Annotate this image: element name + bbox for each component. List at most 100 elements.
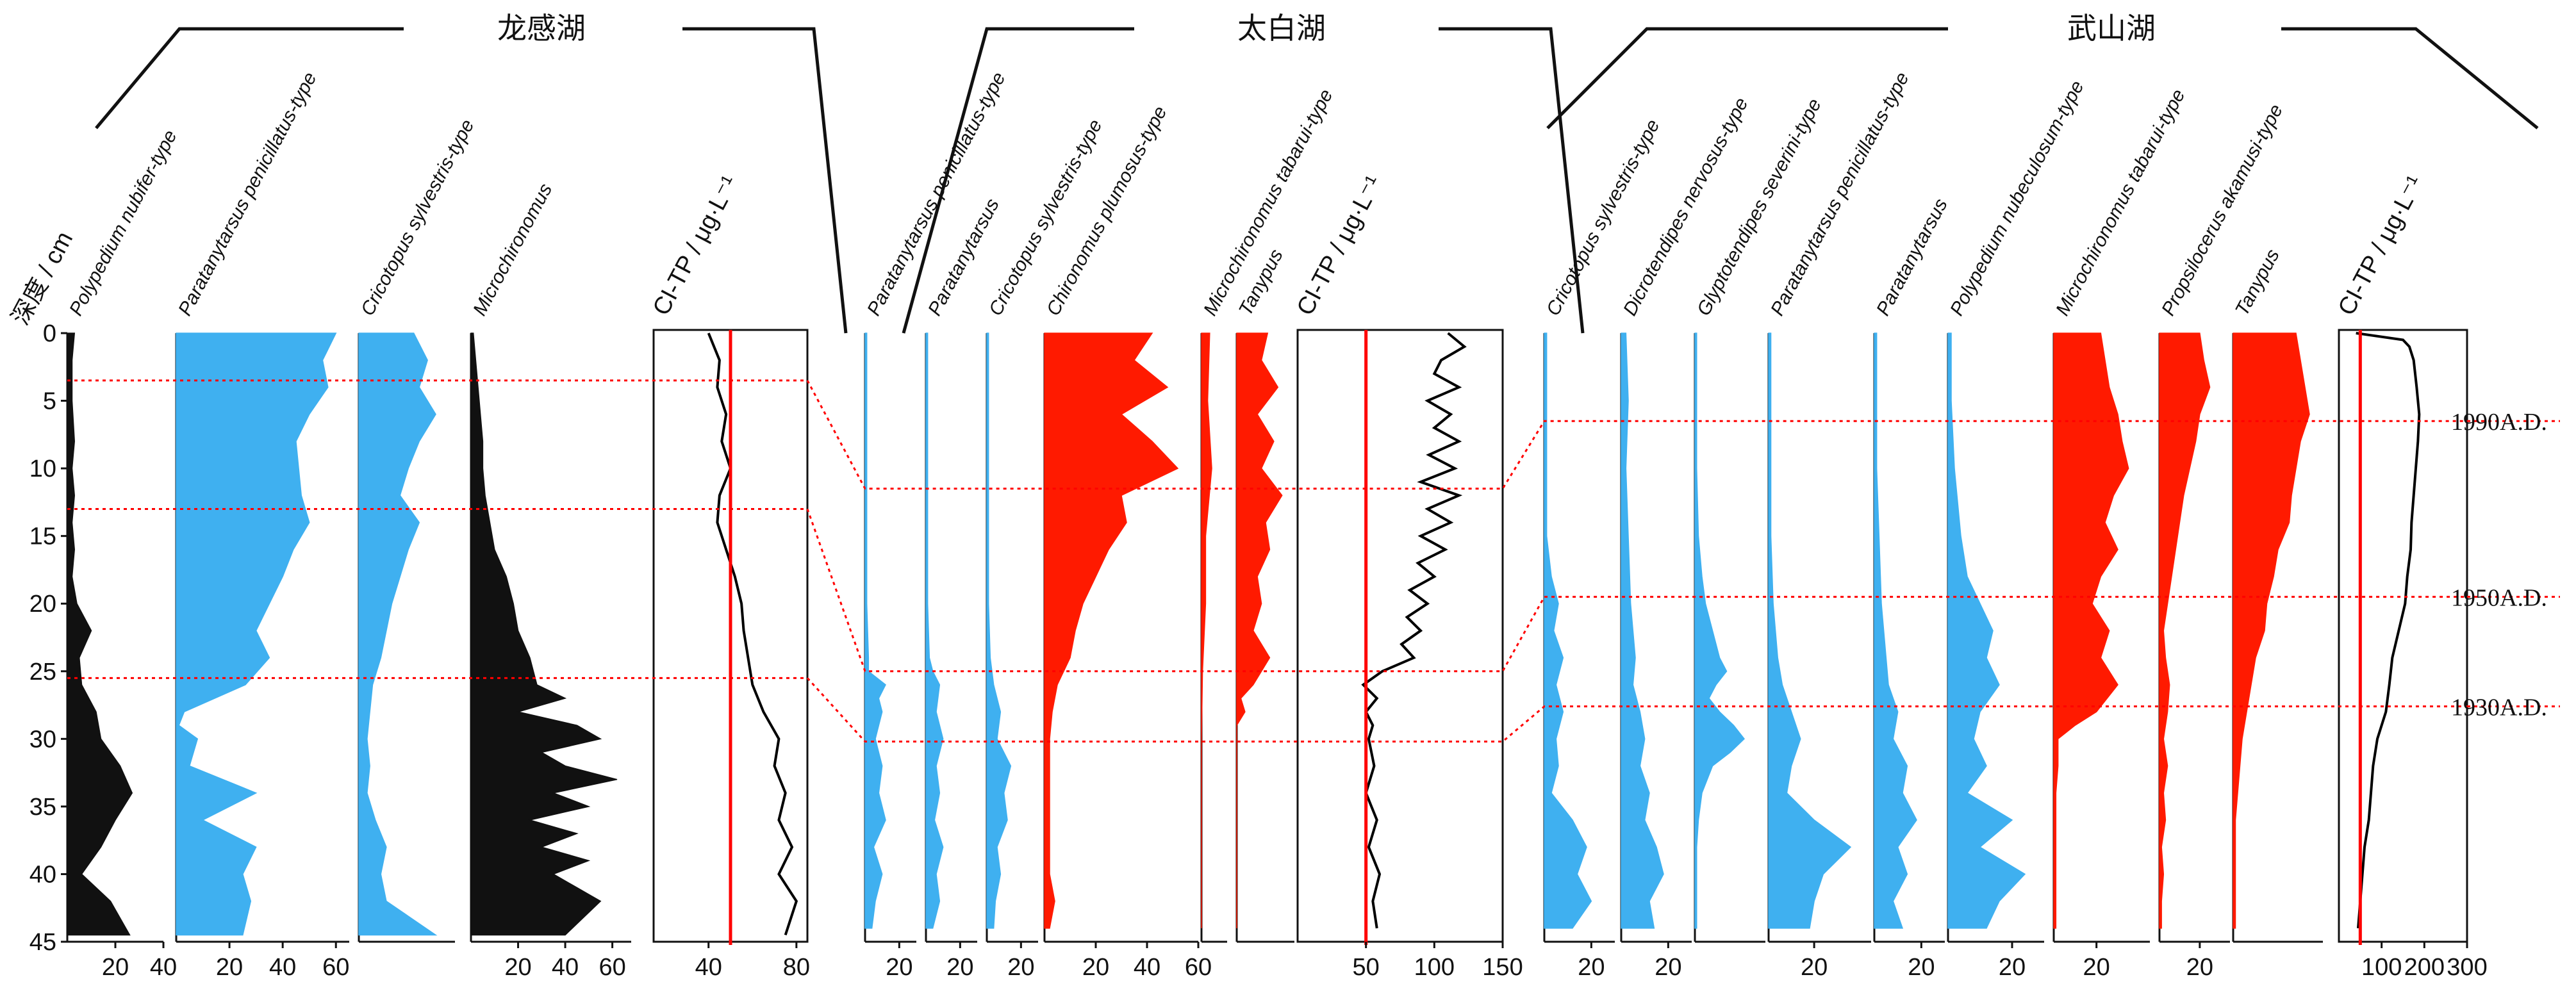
date-marker-label: 1930A.D. xyxy=(2451,694,2547,721)
taxon-abundance-area xyxy=(1694,332,1746,929)
x-tick-label: 60 xyxy=(599,954,625,981)
ci-tp-curve xyxy=(2356,332,2421,929)
taxon-abundance-area xyxy=(1201,332,1212,928)
x-tick-label: 20 xyxy=(1082,954,1109,981)
panel-0-1: 20 40 60 Paratanytarsus penicillatus-type xyxy=(174,69,349,981)
panel-1-5: Tanypus xyxy=(1235,246,1294,943)
taxon-abundance-area xyxy=(2159,332,2211,929)
x-tick-label: 20 xyxy=(504,954,531,981)
taxon-abundance-area xyxy=(67,332,133,936)
x-tick-label: 40 xyxy=(1134,954,1160,981)
panel-0-0: 20 40 Polypedium nubifer-type xyxy=(65,127,181,981)
taxon-label: Glyptotendipes severini-type xyxy=(1693,95,1826,320)
taxon-label: Paratanytarsus penicillatus-type xyxy=(863,69,1010,319)
ci-tp-axis-label: CI-TP / μg·L⁻¹ xyxy=(2333,172,2429,320)
taxon-label: Polypedium nubifer-type xyxy=(65,127,181,320)
x-tick-label: 20 xyxy=(886,954,912,981)
depth-tick-label: 10 xyxy=(29,455,56,482)
header-bracket-wushanhu-right xyxy=(2281,27,2539,129)
date-marker-label: 1950A.D. xyxy=(2451,585,2547,612)
x-tick-label: 40 xyxy=(269,954,296,981)
header-bracket-longganhu-right xyxy=(682,27,848,334)
x-tick-label: 20 xyxy=(1655,954,1681,981)
correlation-line xyxy=(67,677,2467,743)
taxon-abundance-area xyxy=(1768,332,1852,929)
x-tick-label: 60 xyxy=(322,954,349,981)
panel-1-3: 20 40 60 Chironomus plumosus-type xyxy=(1043,103,1212,981)
date-markers: 1990A.D. 1950A.D. 1930A.D. xyxy=(2451,409,2560,721)
taxon-abundance-area xyxy=(864,332,886,929)
panel-2-ci: 100 200 300 CI-TP / μg·L⁻¹ xyxy=(2333,172,2488,981)
x-tick-label: 40 xyxy=(695,954,722,981)
depth-tick-label: 20 xyxy=(29,591,56,618)
taxon-label: Microchironomus tabarui-type xyxy=(2052,86,2190,319)
header-bracket-taibaihu xyxy=(902,27,1134,334)
header-bracket-longganhu xyxy=(95,27,404,129)
taxon-abundance-area xyxy=(1236,332,1283,928)
lake-title-longganhu: 龙感湖 xyxy=(497,11,586,45)
x-tick-label: 100 xyxy=(1414,954,1455,981)
taxon-label: Microchironomus xyxy=(469,180,556,319)
x-tick-label: 200 xyxy=(2404,954,2445,981)
depth-axis: 0 5 10 15 20 25 30 35 40 45 xyxy=(29,320,67,956)
taxon-abundance-area xyxy=(1544,332,1592,929)
x-tick-label: 20 xyxy=(1007,954,1034,981)
taxon-abundance-area xyxy=(176,332,337,936)
panel-layer: 20 40 Polypedium nubifer-type 20 40 60 Paratan… xyxy=(29,69,2560,981)
taxon-label: Chironomus plumosus-type xyxy=(1043,103,1171,319)
panel-0-2: Cricotopus sylvestris-type xyxy=(357,116,479,943)
panel-1-ci: 50 100 150 CI-TP / μg·L⁻¹ xyxy=(1292,172,1523,981)
lake-header-brackets xyxy=(95,27,2539,334)
taxon-abundance-area xyxy=(986,332,1012,929)
depth-tick-label: 35 xyxy=(29,794,56,821)
taxon-abundance-area xyxy=(1874,332,1917,929)
taxon-abundance-area xyxy=(1621,332,1664,929)
depth-tick-label: 30 xyxy=(29,726,56,753)
panel-0-3: 20 40 60 Microchironomus xyxy=(469,180,631,981)
ci-tp-frame xyxy=(2338,329,2468,943)
ci-tp-frame xyxy=(1296,329,1504,943)
taxon-label: Cricotopus sylvestris-type xyxy=(357,116,479,319)
depth-tick-label: 15 xyxy=(29,523,56,550)
x-tick-label: 20 xyxy=(1999,954,2026,981)
x-tick-label: 100 xyxy=(2361,954,2402,981)
x-tick-label: 20 xyxy=(1908,954,1935,981)
taxon-abundance-area xyxy=(1947,332,2026,929)
x-tick-label: 20 xyxy=(946,954,973,981)
panel-2-8: Tanypus xyxy=(2231,246,2323,943)
taxon-label: Tanypus xyxy=(2231,246,2284,320)
depth-tick-label: 40 xyxy=(29,861,56,888)
depth-tick-label: 45 xyxy=(29,929,56,956)
x-tick-label: 60 xyxy=(1185,954,1212,981)
ci-tp-axis-label: CI-TP / μg·L⁻¹ xyxy=(648,172,744,320)
taxon-label: Propsilocerus akamusi-type xyxy=(2158,101,2287,319)
lake-title-wushanhu: 武山湖 xyxy=(2067,11,2156,45)
taxon-label: Cricotopus sylvestris-type xyxy=(985,116,1107,319)
depth-tick-label: 25 xyxy=(29,659,56,685)
x-tick-label: 40 xyxy=(150,954,177,981)
panel-2-4: 20 Paratanytarsus xyxy=(1872,195,1952,981)
ci-tp-curve xyxy=(1361,332,1467,929)
taxon-abundance-area xyxy=(470,332,618,936)
ci-tp-curve xyxy=(707,332,798,936)
taxon-abundance-area xyxy=(2233,332,2310,929)
depth-tick-label: 0 xyxy=(43,320,56,347)
depth-tick-label: 5 xyxy=(43,388,56,415)
x-tick-label: 20 xyxy=(2186,954,2213,981)
correlation-lines xyxy=(67,379,2467,743)
x-tick-label: 40 xyxy=(552,954,579,981)
lake-title-taibaihu: 太白湖 xyxy=(1237,11,1326,45)
x-tick-label: 20 xyxy=(102,954,129,981)
x-tick-label: 80 xyxy=(783,954,810,981)
ci-tp-axis-label: CI-TP / μg·L⁻¹ xyxy=(1292,172,1388,320)
header-bracket-wushanhu xyxy=(1546,27,1948,129)
x-tick-label: 20 xyxy=(2083,954,2110,981)
header-bracket-taibaihu-right xyxy=(1439,27,1585,334)
taxon-abundance-area xyxy=(358,332,438,936)
taxon-label: Paratanytarsus penicillatus-type xyxy=(174,69,321,319)
depth-axis-title: 深度 / cm xyxy=(7,227,78,330)
taxon-abundance-area xyxy=(1044,332,1179,929)
